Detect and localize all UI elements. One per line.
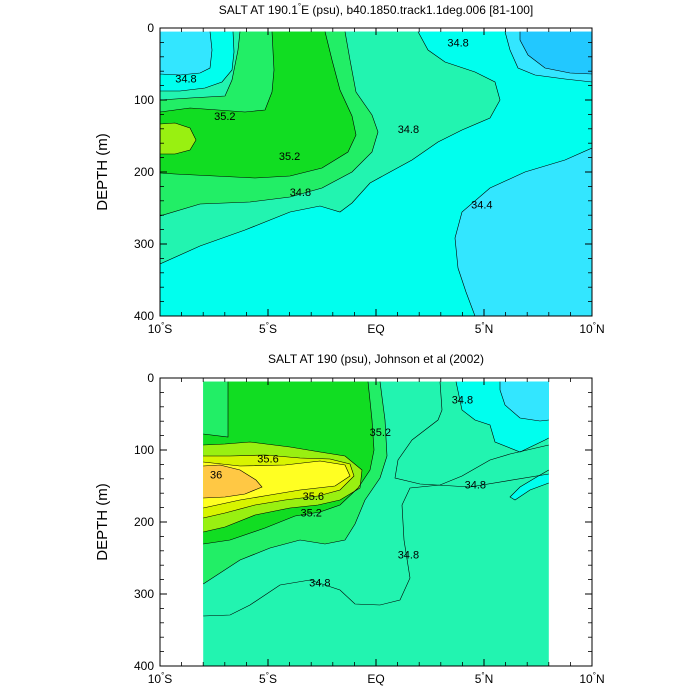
y-tick-label: 0 [147,21,154,35]
y-tick-label: 0 [147,371,154,385]
y-tick-label: 300 [134,587,154,601]
contour-label: 35.2 [214,111,235,123]
y-tick-label: 100 [134,93,154,107]
contour-label: 35.6 [257,454,278,466]
y-tick-label: 100 [134,443,154,457]
fill-34.0-34.4 [520,31,592,75]
panel2-title: SALT AT 190 (psu), Johnson et al (2002) [268,352,484,366]
contour-label: 34.4 [471,199,492,211]
contour-label: 35.2 [370,427,391,439]
contour-label: 35.6 [303,491,324,503]
panel1-contour-fill: 34.8 35.2 35.2 34.8 34.8 34.8 34.4 [160,31,592,316]
contour-label: 34.8 [447,37,468,49]
x-tick-label: 5°S [259,671,277,686]
panel2-y-axis-label: DEPTH (m) [94,483,111,561]
contour-label: 34.8 [290,187,311,199]
contour-label: 34.8 [398,124,419,136]
x-tick-label: EQ [367,322,384,336]
panel1-axes: 10°S 5°S EQ 5°N 10°N 0 100 200 300 400 [134,21,605,336]
panel1-contour-labels: 34.8 35.2 35.2 34.8 34.8 34.8 34.4 [175,37,492,211]
contour-label: 36 [210,469,222,481]
contour-label: 34.8 [465,480,486,492]
panel2-contour-lines [203,381,549,617]
x-tick-label: 5°S [259,321,277,336]
contour-label: 34.8 [452,395,473,407]
panel1-y-axis-label: DEPTH (m) [94,133,111,211]
y-tick-label: 200 [134,515,154,529]
panel1-contour-lines [160,31,592,316]
contour-label: 34.8 [309,577,330,589]
panel2-contour-fill: 36 35.6 35.6 35.2 35.2 34.8 34.8 34.8 34.8 [203,381,549,666]
y-tick-label: 300 [134,237,154,251]
y-tick-label: 400 [134,659,154,673]
model-salinity-panel: SALT AT 190.1°E (psu), b40.1850.track1.1… [94,2,605,336]
x-tick-label: 10°S [148,321,173,336]
y-tick-label: 200 [134,165,154,179]
fill-34.6-34.8 [510,470,549,500]
contour-label: 34.8 [175,73,196,85]
panel2-axes: 10°S 5°S EQ 5°N 10°N 0 100 200 300 400 [134,371,605,686]
fill-36.0-36.2 [203,465,262,498]
x-tick-label: 5°N [475,671,494,686]
fill-35.2-35.4 [160,31,356,178]
y-tick-label: 400 [134,309,154,323]
contour-label: 35.2 [300,508,321,520]
x-tick-label: 10°S [148,671,173,686]
x-tick-label: EQ [367,672,384,686]
x-tick-label: 5°N [475,321,494,336]
fill-35.4-35.6 [160,123,196,154]
x-tick-label: 10°N [579,671,604,686]
x-tick-label: 10°N [579,321,604,336]
panel2-contour-labels: 36 35.6 35.6 35.2 35.2 34.8 34.8 34.8 34.8 [210,395,486,590]
contour-label: 35.2 [279,151,300,163]
panel1-title: SALT AT 190.1°E (psu), b40.1850.track1.1… [219,2,534,17]
observed-salinity-panel: SALT AT 190 (psu), Johnson et al (2002) [94,352,605,686]
contour-label: 34.8 [398,549,419,561]
